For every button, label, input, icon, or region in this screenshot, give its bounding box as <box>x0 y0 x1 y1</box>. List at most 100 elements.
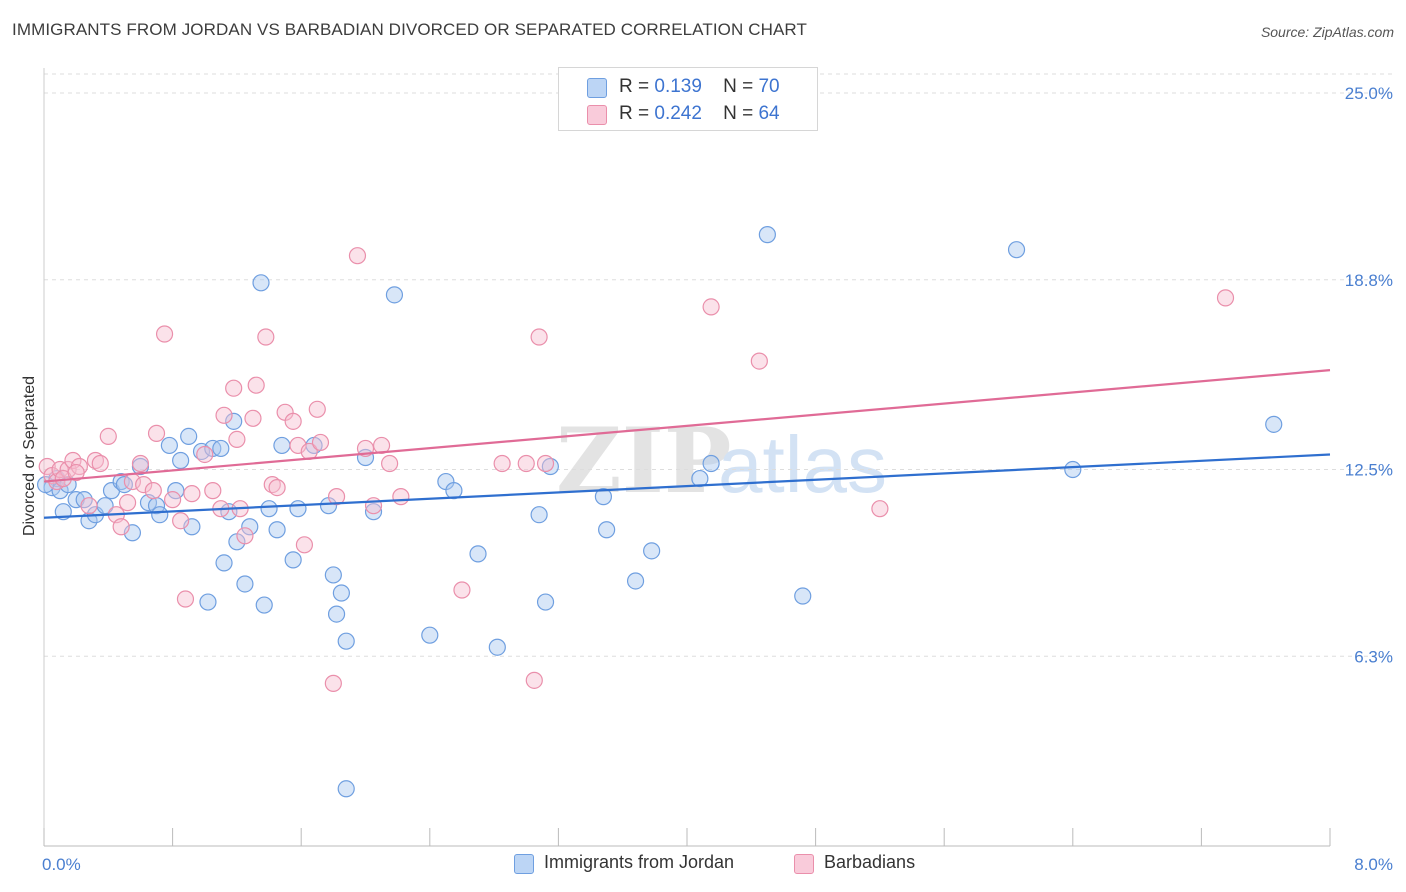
jordan-point <box>626 572 645 590</box>
r-value: 0.242 <box>654 103 702 124</box>
barbadian-point <box>91 454 109 473</box>
jordan-point <box>541 457 559 476</box>
barbadian-point <box>530 328 548 346</box>
jordan-point <box>643 542 661 560</box>
bottom-legend-label-jordan: Immigrants from Jordan <box>544 852 735 872</box>
jordan-point <box>225 412 243 430</box>
barbadian-point <box>112 518 130 536</box>
jordan-point <box>691 469 709 488</box>
barbadian-point <box>135 475 153 494</box>
jordan-point <box>536 593 555 611</box>
jordan-point <box>289 500 307 518</box>
barbadian-point <box>247 376 265 394</box>
y-tick-label: 25.0% <box>1345 84 1393 103</box>
barbadian-point <box>871 500 889 518</box>
barbadian-point <box>493 454 511 473</box>
barbadian-point <box>295 536 314 554</box>
legend-text-jordan: R = 0.139 N = 70 <box>619 76 780 98</box>
barbadian-point <box>257 328 275 346</box>
jordan-point <box>385 286 404 304</box>
jordan-point <box>167 482 185 500</box>
jordan-point <box>327 605 346 623</box>
barbadian-point <box>236 527 254 545</box>
barbadian-point <box>99 427 117 445</box>
jordan-point <box>215 554 233 572</box>
source-credit: Source: ZipAtlas.com <box>1260 24 1394 40</box>
barbadian-point <box>183 485 201 503</box>
jordan-point <box>702 454 720 473</box>
barbadian-point <box>80 497 98 515</box>
barbadian-point <box>311 433 330 452</box>
barbadian-point <box>702 298 720 316</box>
jordan-point <box>255 596 273 614</box>
y-tick-label: 12.5% <box>1345 461 1393 480</box>
jordan-point <box>758 226 776 244</box>
jordan-point <box>273 436 291 455</box>
trendlines <box>43 369 1331 519</box>
barbadian-point <box>308 400 326 418</box>
r-label: R = <box>619 76 650 97</box>
jordan-point <box>260 500 278 518</box>
barbadian-point <box>204 482 222 500</box>
gridlines <box>44 73 1393 657</box>
jordan-point <box>598 521 616 539</box>
barbadian-point <box>215 406 233 424</box>
jordan-point <box>530 506 548 524</box>
jordan-point <box>172 451 190 470</box>
jordan-swatch <box>587 78 607 98</box>
jordan-point <box>268 521 286 539</box>
barbadian-point <box>750 352 768 370</box>
barbadian-point <box>268 479 286 497</box>
jordan-point <box>337 632 355 650</box>
x-tick-label-min: 0.0% <box>42 855 81 874</box>
barbadian-point <box>67 463 85 482</box>
barbadian-point <box>284 412 302 430</box>
jordan-point <box>337 780 355 798</box>
jordan-point <box>192 442 211 461</box>
jordan-point <box>488 638 506 656</box>
bottom-legend-label-barbadian: Barbadians <box>824 852 916 872</box>
barbadian-point <box>118 494 137 512</box>
barbadian-swatch <box>587 105 607 125</box>
jordan-point <box>332 584 350 602</box>
jordan-point <box>241 518 259 536</box>
barbadian-points <box>38 247 1235 692</box>
jordan-point <box>794 587 812 605</box>
y-tick-label: 18.8% <box>1345 271 1393 290</box>
barbadian-point <box>348 247 367 265</box>
barbadian-point <box>228 430 246 449</box>
barbadian-point <box>172 512 190 530</box>
barbadian-point <box>244 409 262 427</box>
jordan-point <box>180 427 198 445</box>
jordan-point <box>284 551 302 569</box>
jordan-trendline <box>43 453 1331 519</box>
barbadian-point <box>372 436 391 455</box>
jordan-point <box>324 566 342 584</box>
barbadian-point <box>196 445 214 464</box>
barbadian-point <box>392 488 410 506</box>
barbadian-swatch <box>794 854 814 874</box>
jordan-point <box>364 503 383 521</box>
y-axis-label: Divorced or Separated <box>21 376 38 536</box>
barbadian-point <box>453 581 471 599</box>
barbadian-point <box>327 488 346 506</box>
watermark-zip: ZIP <box>556 408 731 514</box>
jordan-point <box>1007 241 1026 259</box>
correlation-legend: R = 0.139 N = 70 R = 0.242 N = 64 <box>558 67 818 131</box>
jordan-points <box>37 226 1283 798</box>
jordan-point <box>594 488 613 506</box>
jordan-point <box>1064 460 1082 479</box>
x-tick-label-max: 8.0% <box>1354 855 1393 874</box>
barbadian-point <box>147 424 166 442</box>
barbadian-trendline <box>43 369 1331 483</box>
barbadian-point <box>263 475 281 494</box>
jordan-point <box>421 626 439 644</box>
jordan-point <box>236 575 254 593</box>
jordan-point <box>252 274 270 292</box>
n-label: N = <box>723 76 754 97</box>
barbadian-point <box>324 674 342 692</box>
jordan-point <box>212 439 230 458</box>
barbadian-point <box>364 497 383 515</box>
chart-title: IMMIGRANTS FROM JORDAN VS BARBADIAN DIVO… <box>12 20 807 39</box>
